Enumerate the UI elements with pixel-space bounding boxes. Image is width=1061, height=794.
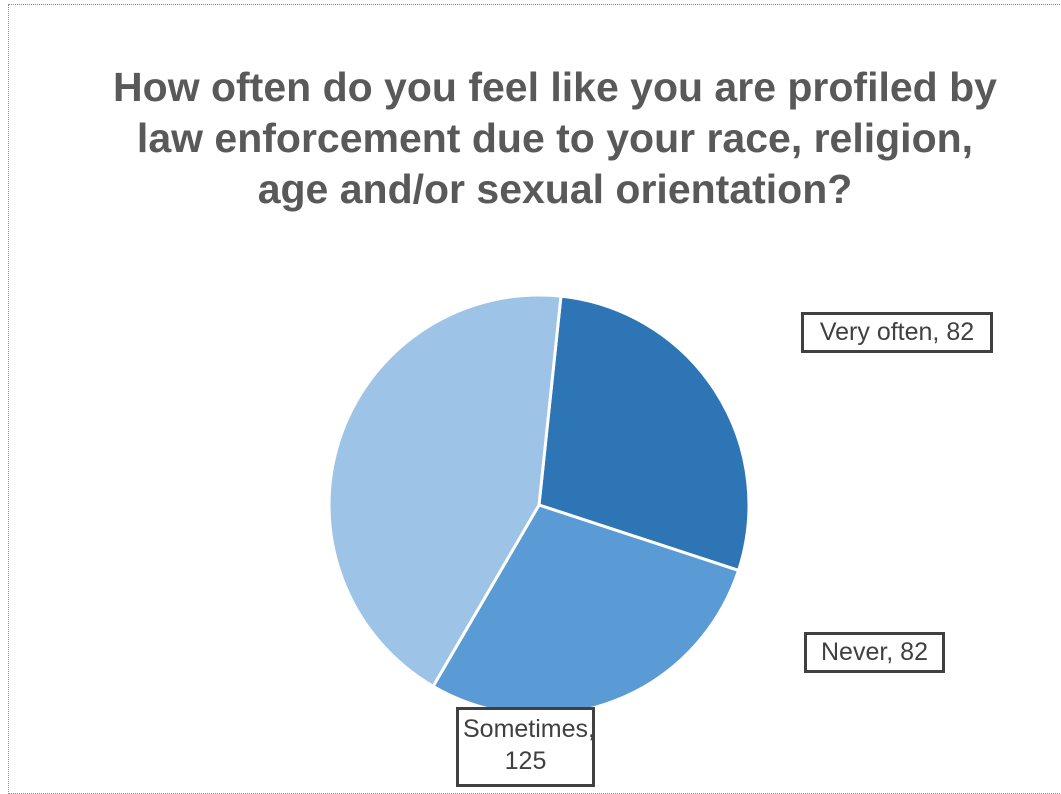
chart-title: How often do you feel like you are profi…: [113, 64, 997, 212]
data-label-very-often: Very often, 82: [801, 312, 993, 353]
data-label-sometimes: Sometimes, 125: [456, 707, 595, 787]
pie-slice-very-often: [537, 294, 751, 572]
pie-slices: [327, 293, 751, 717]
data-label-never: Never, 82: [804, 632, 945, 673]
pie-slice-sometimes: [327, 293, 563, 688]
